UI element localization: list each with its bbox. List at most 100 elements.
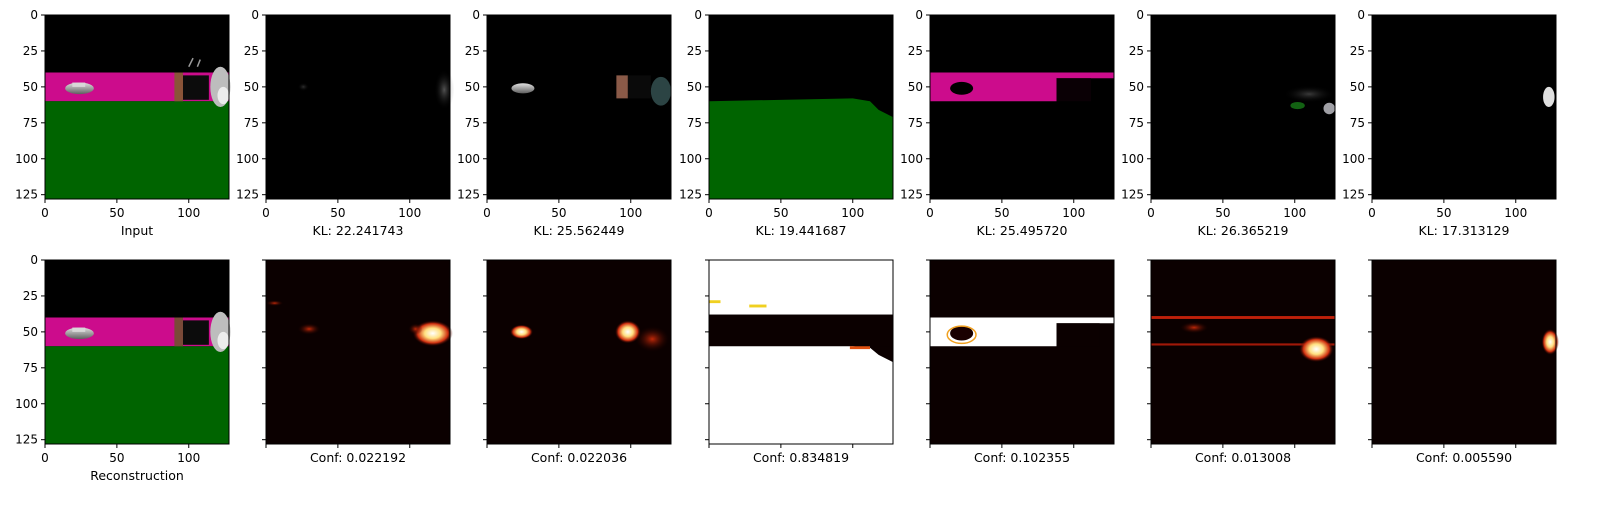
- x-tick-label: 50: [551, 206, 566, 220]
- y-tick-label: 100: [1121, 152, 1144, 166]
- y-tick-label: 100: [679, 152, 702, 166]
- panel-caption: KL: 25.562449: [534, 223, 625, 238]
- y-tick-label: 50: [1350, 80, 1365, 94]
- y-tick-label: 50: [465, 80, 480, 94]
- panel-caption: Conf: 0.022036: [531, 450, 627, 465]
- panel-heatmap-r1c4: Conf: 0.102355: [926, 259, 1115, 465]
- y-tick-label: 0: [915, 8, 923, 22]
- y-tick-label: 50: [23, 80, 38, 94]
- y-tick-label: 25: [1129, 44, 1144, 58]
- y-tick-label: 25: [244, 44, 259, 58]
- y-tick-label: 125: [1121, 188, 1144, 202]
- x-tick-label: 50: [1215, 206, 1230, 220]
- y-tick-label: 75: [23, 116, 38, 130]
- panel-caption: Conf: 0.013008: [1195, 450, 1291, 465]
- x-tick-label: 50: [1436, 206, 1451, 220]
- y-tick-label: 100: [457, 152, 480, 166]
- panel-heatmap-r1c5: Conf: 0.013008: [1147, 259, 1336, 465]
- x-tick-label: 100: [1504, 206, 1527, 220]
- y-tick-label: 0: [251, 8, 259, 22]
- panel-caption: Input: [121, 223, 153, 238]
- y-tick-label: 125: [679, 188, 702, 202]
- y-tick-label: 0: [694, 8, 702, 22]
- y-tick-label: 75: [1350, 116, 1365, 130]
- y-tick-label: 25: [23, 289, 38, 303]
- x-tick-label: 100: [177, 451, 200, 465]
- y-tick-label: 25: [23, 44, 38, 58]
- y-tick-label: 25: [687, 44, 702, 58]
- y-tick-label: 100: [900, 152, 923, 166]
- x-tick-label: 0: [41, 206, 49, 220]
- panel-caption: KL: 26.365219: [1198, 223, 1289, 238]
- panel-caption: Conf: 0.022192: [310, 450, 406, 465]
- panel-caption: KL: 25.495720: [977, 223, 1068, 238]
- panel-caption: KL: 17.313129: [1419, 223, 1510, 238]
- y-tick-label: 125: [15, 433, 38, 447]
- y-tick-label: 0: [30, 253, 38, 267]
- panel-caption: Conf: 0.834819: [753, 450, 849, 465]
- x-tick-label: 50: [994, 206, 1009, 220]
- x-tick-label: 0: [483, 206, 491, 220]
- y-tick-label: 75: [23, 361, 38, 375]
- x-tick-label: 50: [330, 206, 345, 220]
- y-tick-label: 25: [465, 44, 480, 58]
- x-tick-label: 100: [619, 206, 642, 220]
- y-tick-label: 100: [15, 397, 38, 411]
- y-tick-label: 50: [687, 80, 702, 94]
- y-tick-label: 125: [1342, 188, 1365, 202]
- panel-caption: Conf: 0.005590: [1416, 450, 1512, 465]
- y-tick-label: 0: [30, 8, 38, 22]
- y-tick-label: 50: [908, 80, 923, 94]
- y-tick-label: 75: [244, 116, 259, 130]
- y-tick-label: 75: [465, 116, 480, 130]
- panel-caption: Conf: 0.102355: [974, 450, 1070, 465]
- x-tick-label: 0: [41, 451, 49, 465]
- x-tick-label: 50: [109, 451, 124, 465]
- y-tick-label: 25: [908, 44, 923, 58]
- panel-caption: KL: 22.241743: [313, 223, 404, 238]
- panel-caption: KL: 19.441687: [756, 223, 847, 238]
- x-tick-label: 50: [773, 206, 788, 220]
- panel-heatmap-r1c3: Conf: 0.834819: [705, 259, 894, 465]
- y-tick-label: 100: [236, 152, 259, 166]
- y-tick-label: 100: [15, 152, 38, 166]
- x-tick-label: 0: [926, 206, 934, 220]
- y-tick-label: 125: [900, 188, 923, 202]
- y-tick-label: 125: [236, 188, 259, 202]
- x-tick-label: 100: [1283, 206, 1306, 220]
- x-tick-label: 100: [841, 206, 864, 220]
- y-tick-label: 125: [15, 188, 38, 202]
- panel-caption: Reconstruction: [90, 468, 184, 483]
- y-tick-label: 0: [1357, 8, 1365, 22]
- panel-heatmap-r1c2: Conf: 0.022036: [483, 259, 672, 465]
- y-tick-label: 50: [244, 80, 259, 94]
- x-tick-label: 0: [262, 206, 270, 220]
- y-tick-label: 75: [908, 116, 923, 130]
- y-tick-label: 100: [1342, 152, 1365, 166]
- x-tick-label: 0: [1368, 206, 1376, 220]
- x-tick-label: 100: [1062, 206, 1085, 220]
- x-tick-label: 50: [109, 206, 124, 220]
- y-tick-label: 125: [457, 188, 480, 202]
- y-tick-label: 75: [1129, 116, 1144, 130]
- y-tick-label: 50: [23, 325, 38, 339]
- panel-heatmap-r1c6: Conf: 0.005590: [1368, 259, 1559, 465]
- x-tick-label: 0: [1147, 206, 1155, 220]
- y-tick-label: 25: [1350, 44, 1365, 58]
- y-tick-label: 75: [687, 116, 702, 130]
- panel-heatmap-r1c1: Conf: 0.022192: [262, 259, 453, 465]
- y-tick-label: 0: [1136, 8, 1144, 22]
- x-tick-label: 100: [398, 206, 421, 220]
- y-tick-label: 50: [1129, 80, 1144, 94]
- x-tick-label: 0: [705, 206, 713, 220]
- x-tick-label: 100: [177, 206, 200, 220]
